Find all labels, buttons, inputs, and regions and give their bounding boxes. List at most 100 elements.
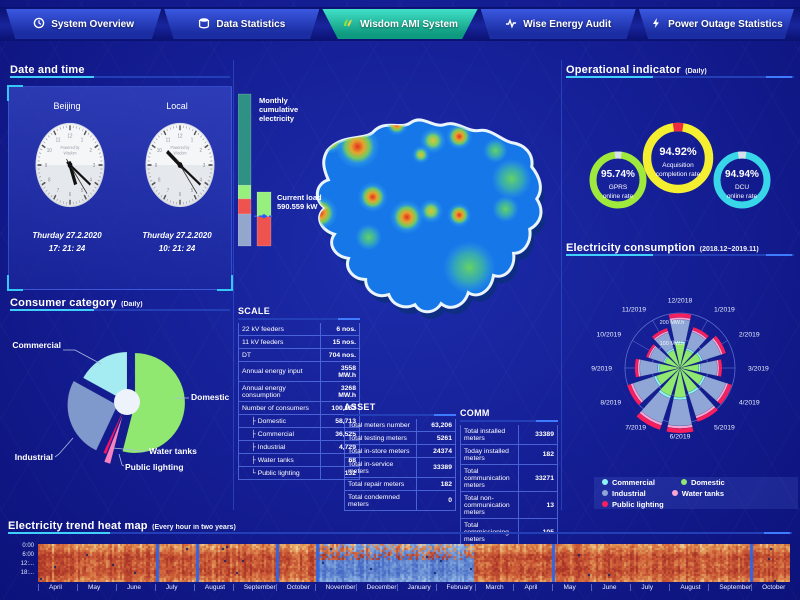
analog-clock-beijing: 1 2 3 4 5 6 7 8 9 10 11 12 Powered by Wisdom xyxy=(32,119,108,216)
table-row[interactable]: ├ Water tanks 68 xyxy=(238,454,360,467)
svg-text:2/2019: 2/2019 xyxy=(739,332,760,339)
legend-item: Water tanks xyxy=(671,489,724,498)
row-value: 24374 xyxy=(416,445,455,457)
table-row[interactable]: ├ Commercial 36,525 xyxy=(238,428,360,441)
svg-text:94.92%: 94.92% xyxy=(659,146,697,158)
row-value: 58,713 xyxy=(320,415,359,427)
legend-label: Domestic xyxy=(690,477,725,487)
table-row[interactable]: Today installed meters 182 xyxy=(460,445,558,465)
svg-text:Powered by: Powered by xyxy=(61,145,80,150)
month-label: June xyxy=(115,584,155,591)
table-row[interactable]: Total condemned meters 0 xyxy=(344,491,456,511)
svg-text:online rate: online rate xyxy=(727,193,758,200)
consumer-category-pie-chart[interactable]: Commercial Domestic Industrial Water tanks P… xyxy=(4,314,234,510)
region-load-heat-map[interactable] xyxy=(272,88,574,320)
datetime-panel-header: Date and time xyxy=(10,60,230,80)
svg-text:8/2019: 8/2019 xyxy=(600,400,621,407)
legend-dot xyxy=(680,479,687,485)
row-value: 15 nos. xyxy=(320,336,359,348)
row-value: 100,167 xyxy=(320,402,359,414)
table-row[interactable]: Total meters number 63,206 xyxy=(344,419,456,432)
row-value: 704 nos. xyxy=(320,349,359,361)
tab-wise-energy-audit[interactable]: Wise Energy Audit xyxy=(480,9,636,39)
svg-text:6/2019: 6/2019 xyxy=(670,434,691,441)
row-value: 13 xyxy=(518,492,557,518)
row-label: ├ Industrial xyxy=(251,443,286,451)
month-label: August xyxy=(193,584,233,591)
legend-dot xyxy=(602,479,608,485)
svg-text:11/2019: 11/2019 xyxy=(622,307,646,314)
svg-text:completion rate: completion rate xyxy=(656,171,701,178)
corner-bracket xyxy=(217,275,233,291)
tab-wisdom-ami-system[interactable]: Wisdom AMI System xyxy=(322,9,478,39)
table-row[interactable]: Annual energy consumption 3268 MW.h xyxy=(238,382,360,402)
datetime-panel: Beijing Local 1 2 3 4 5 6 7 8 9 10 11 12 Powered by W… xyxy=(7,85,233,291)
panel-divider xyxy=(561,60,562,510)
tab-power-outage-statistics[interactable]: Power Outage Statistics xyxy=(638,9,795,39)
month-label: September xyxy=(232,584,276,591)
datetime-panel-title: Date and time xyxy=(10,64,85,76)
row-label: ├ Domestic xyxy=(251,417,287,425)
table-row[interactable]: 22 kV feeders 6 nos. xyxy=(238,323,360,336)
corner-bracket xyxy=(7,275,23,291)
tab-data-statistics[interactable]: Data Statistics xyxy=(164,9,320,39)
month-label: August xyxy=(669,584,708,591)
data-statistics-icon xyxy=(198,17,210,32)
table-row[interactable]: DT 704 nos. xyxy=(238,349,360,362)
power-outage-icon xyxy=(650,17,662,32)
asset-table: ASSET Total meters number 63,206 Total test… xyxy=(344,402,456,511)
row-label: DT xyxy=(242,351,252,359)
svg-text:GPRS: GPRS xyxy=(609,184,628,191)
consumption-rose-chart[interactable]: 12/2018 1/2019 2/2019 3/2019 4/2019 5/2019 6/2… xyxy=(566,256,795,474)
table-row[interactable]: Annual energy input 3558 MW.h xyxy=(238,362,360,382)
row-label: Total non-communication meters xyxy=(464,494,510,516)
legend-dot xyxy=(671,490,678,496)
table-row[interactable]: Total in-store meters 24374 xyxy=(344,445,456,458)
row-value: 63,206 xyxy=(416,419,455,431)
svg-text:Domestic: Domestic xyxy=(191,392,230,402)
row-label: Total meters number xyxy=(348,421,410,429)
legend-label: Public lighting xyxy=(612,499,664,509)
table-row[interactable]: Total communication meters 33271 xyxy=(460,465,558,492)
row-value: 68 xyxy=(320,454,359,466)
table-title: COMM xyxy=(460,408,490,418)
trend-heatmap-canvas[interactable] xyxy=(38,544,790,582)
table-row[interactable]: Number of consumers 100,167 xyxy=(238,402,360,415)
tab-system-overview[interactable]: System Overview xyxy=(6,9,162,39)
table-row[interactable]: Total repair meters 182 xyxy=(344,478,456,491)
table-row[interactable]: Total in-service meters 33389 xyxy=(344,458,456,478)
svg-text:10: 10 xyxy=(47,148,52,155)
wise-energy-audit-icon xyxy=(505,17,517,32)
table-title: ASSET xyxy=(344,402,376,412)
svg-text:7/2019: 7/2019 xyxy=(625,424,646,431)
table-title-underline xyxy=(344,414,456,416)
table-row[interactable]: ├ Domestic 58,713 xyxy=(238,415,360,428)
svg-text:1/2019: 1/2019 xyxy=(714,307,735,314)
header-underline xyxy=(10,309,230,311)
month-label: May xyxy=(552,584,591,591)
tab-label: Power Outage Statistics xyxy=(668,18,783,30)
row-value: 0 xyxy=(416,491,455,510)
table-row[interactable]: Total installed meters 33389 xyxy=(460,425,558,445)
row-label: Total communication meters xyxy=(464,467,510,489)
svg-text:100 MW.h: 100 MW.h xyxy=(660,341,685,347)
header-underline xyxy=(566,254,794,256)
row-label: Total repair meters xyxy=(348,480,405,488)
consumption-panel-header: Electricity consumption (2018.12~2019.11… xyxy=(566,238,794,258)
system-overview-icon xyxy=(33,17,45,32)
hour-label: 6:00 xyxy=(22,552,34,558)
table-row[interactable]: 11 kV feeders 15 nos. xyxy=(238,336,360,349)
svg-text:Powered by: Powered by xyxy=(171,145,190,150)
row-value: 3268 MW.h xyxy=(320,382,359,401)
svg-text:Wisdom: Wisdom xyxy=(174,150,188,155)
table-row[interactable]: Total testing meters 5261 xyxy=(344,432,456,445)
header-underline xyxy=(8,532,792,534)
table-row[interactable]: Total non-communication meters 13 xyxy=(460,492,558,519)
table-row[interactable]: └ Public lighting 132 xyxy=(238,467,360,480)
legend-item: Public lighting xyxy=(602,500,664,509)
row-value: 132 xyxy=(320,467,359,479)
clock-label-local: Local xyxy=(166,101,188,111)
table-row[interactable]: ├ Industrial 4,729 xyxy=(238,441,360,454)
header-underline xyxy=(10,76,230,78)
tab-label: Wisdom AMI System xyxy=(360,18,458,30)
